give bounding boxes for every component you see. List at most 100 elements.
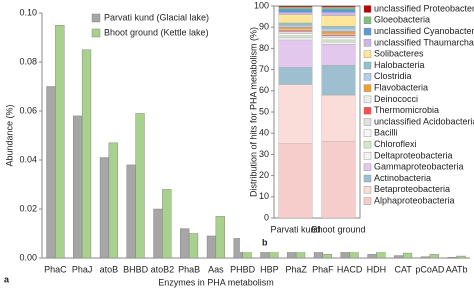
legend-label: Bhoot ground (Kettle lake): [104, 27, 209, 37]
bar-segment: [278, 9, 313, 13]
bar: [367, 254, 377, 259]
x-tick-label: HBP: [260, 264, 279, 274]
bar-segment: [278, 29, 313, 31]
y-tick-label: 0.06: [19, 105, 37, 115]
bar-segment: [278, 37, 313, 41]
panel-label: a: [4, 274, 10, 284]
bar-segment: [321, 6, 356, 10]
legend-swatch: [363, 61, 372, 70]
bar: [81, 49, 92, 259]
x-axis-label: Enzymes in PHA metabolism: [158, 277, 274, 287]
x-tick-label: BHBD: [123, 264, 149, 274]
bar-segment: [321, 12, 356, 16]
legend-swatch: [363, 118, 372, 126]
x-tick-label: PhaZ: [285, 264, 307, 274]
legend-swatch: [363, 50, 372, 58]
bar-segment: [278, 35, 313, 38]
y-tick-label: 0.10: [19, 7, 37, 17]
x-tick-label: PhaB: [178, 264, 200, 274]
x-tick-label: HACD: [337, 264, 363, 274]
bar-segment: [321, 25, 356, 29]
bar-segment: [278, 33, 313, 36]
y-tick-label: 0.04: [19, 154, 37, 164]
legend-swatch: [363, 163, 372, 171]
bar: [340, 251, 350, 259]
bar: [394, 255, 404, 259]
bar-segment: [321, 5, 356, 8]
bar: [447, 257, 457, 259]
bar: [108, 142, 118, 259]
legend-label: Alphaproteobacteria: [374, 195, 455, 205]
y-tick-label: 100: [254, 0, 269, 10]
x-tick-label: pCoAD: [415, 264, 445, 274]
legend-swatch: [363, 27, 372, 36]
legend-label: unclassified Proteobacteria: [374, 3, 474, 13]
bar: [429, 254, 439, 259]
x-tick-label: atoB: [100, 264, 119, 274]
bar: [73, 115, 83, 259]
y-tick-label: 40: [259, 128, 269, 138]
bar: [126, 164, 136, 259]
bar-segment: [321, 37, 356, 41]
bar: [55, 25, 65, 259]
bar-segment: [321, 65, 356, 96]
legend-label: Actinobacteria: [374, 173, 431, 183]
legend-swatch: [363, 73, 372, 81]
bar-segment: [278, 6, 313, 10]
bar-segment: [278, 12, 313, 15]
legend-label: Solibacteres: [374, 49, 424, 59]
bar-segment: [321, 41, 356, 45]
bar: [322, 254, 332, 259]
bar-segment: [321, 39, 356, 43]
legend-swatch: [363, 106, 372, 115]
bar-segment: [321, 33, 356, 35]
bar: [456, 255, 466, 259]
bar-segment: [321, 15, 356, 27]
bar: [180, 228, 190, 259]
bar-segment: [278, 24, 313, 28]
legend-swatch: [363, 186, 372, 194]
x-tick-label: AATb: [446, 264, 468, 274]
bar-segment: [321, 94, 356, 142]
x-tick-label: Parvati kund: [270, 224, 320, 234]
legend-label: Flavobacteria: [374, 82, 428, 92]
legend-label: Chloroflexi: [374, 139, 417, 149]
legend-swatch: [363, 39, 372, 47]
y-tick-label: 0: [264, 212, 269, 222]
y-tick-label: 0.00: [19, 252, 37, 262]
bar-segment: [278, 143, 313, 219]
bar-segment: [321, 35, 356, 38]
y-tick-label: 30: [259, 149, 269, 159]
bar-segment: [278, 31, 313, 34]
panel-label: b: [262, 237, 268, 247]
bar-segment: [278, 5, 313, 8]
bar: [215, 216, 225, 259]
bar: [99, 157, 110, 259]
bar-segment: [321, 28, 356, 32]
bar-segment: [278, 30, 313, 32]
chart-b: 0 10 20 30 40 50 60 70 80 90 100 Parvati kundBhoot …: [248, 0, 474, 247]
bar-segment: [278, 67, 313, 85]
y-tick-label: 70: [259, 64, 269, 74]
bar: [46, 86, 56, 259]
bar: [162, 189, 172, 259]
legend-swatch: [363, 5, 372, 13]
x-tick-label: PhaJ: [72, 264, 93, 274]
legend-label: unclassified Cyanobacteria: [374, 26, 474, 36]
y-tick-label: 20: [259, 170, 269, 180]
legend-swatch: [363, 152, 372, 160]
legend-label: Deinococci: [374, 94, 418, 104]
legend-swatch: [363, 129, 372, 138]
bar: [188, 233, 199, 259]
legend-swatch: [363, 16, 372, 24]
bar-segment: [278, 39, 313, 68]
bar-segment: [321, 31, 356, 34]
bar: [402, 252, 413, 259]
y-tick-label: 50: [259, 106, 269, 116]
legend-swatch: [363, 140, 372, 149]
bar-segment: [321, 34, 356, 36]
legend-swatch: [363, 84, 372, 92]
x-tick-label: CAT: [394, 264, 412, 274]
legend-label: Gloeobacteria: [374, 15, 430, 25]
